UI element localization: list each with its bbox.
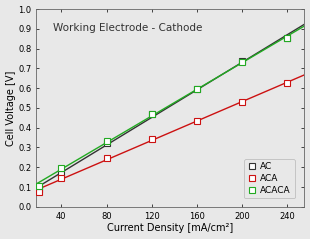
ACA (150, 137, 154, 140)
AC (150, 112, 154, 115)
ACA (37, 190, 41, 193)
ACACA (240, 61, 244, 64)
ACACA (60, 167, 63, 170)
AC (105, 141, 108, 144)
ACA (105, 157, 108, 160)
Line: ACA: ACA (36, 81, 290, 195)
ACA (195, 119, 199, 122)
AC (37, 188, 41, 190)
ACACA (195, 88, 199, 91)
AC (240, 60, 244, 63)
X-axis label: Current Density [mA/cm²]: Current Density [mA/cm²] (107, 223, 233, 234)
Y-axis label: Cell Voltage [V]: Cell Voltage [V] (6, 70, 16, 146)
ACACA (105, 139, 108, 142)
ACA (286, 82, 289, 85)
Legend: AC, ACA, ACACA: AC, ACA, ACACA (244, 159, 294, 198)
Text: Working Electrode - Cathode: Working Electrode - Cathode (52, 23, 202, 33)
ACA (240, 101, 244, 103)
AC (60, 173, 63, 176)
AC (286, 36, 289, 39)
Line: ACACA: ACACA (36, 35, 290, 189)
Line: AC: AC (36, 35, 290, 192)
ACACA (286, 36, 289, 39)
ACA (60, 177, 63, 179)
ACACA (150, 112, 154, 115)
ACACA (37, 185, 41, 187)
AC (195, 88, 199, 91)
